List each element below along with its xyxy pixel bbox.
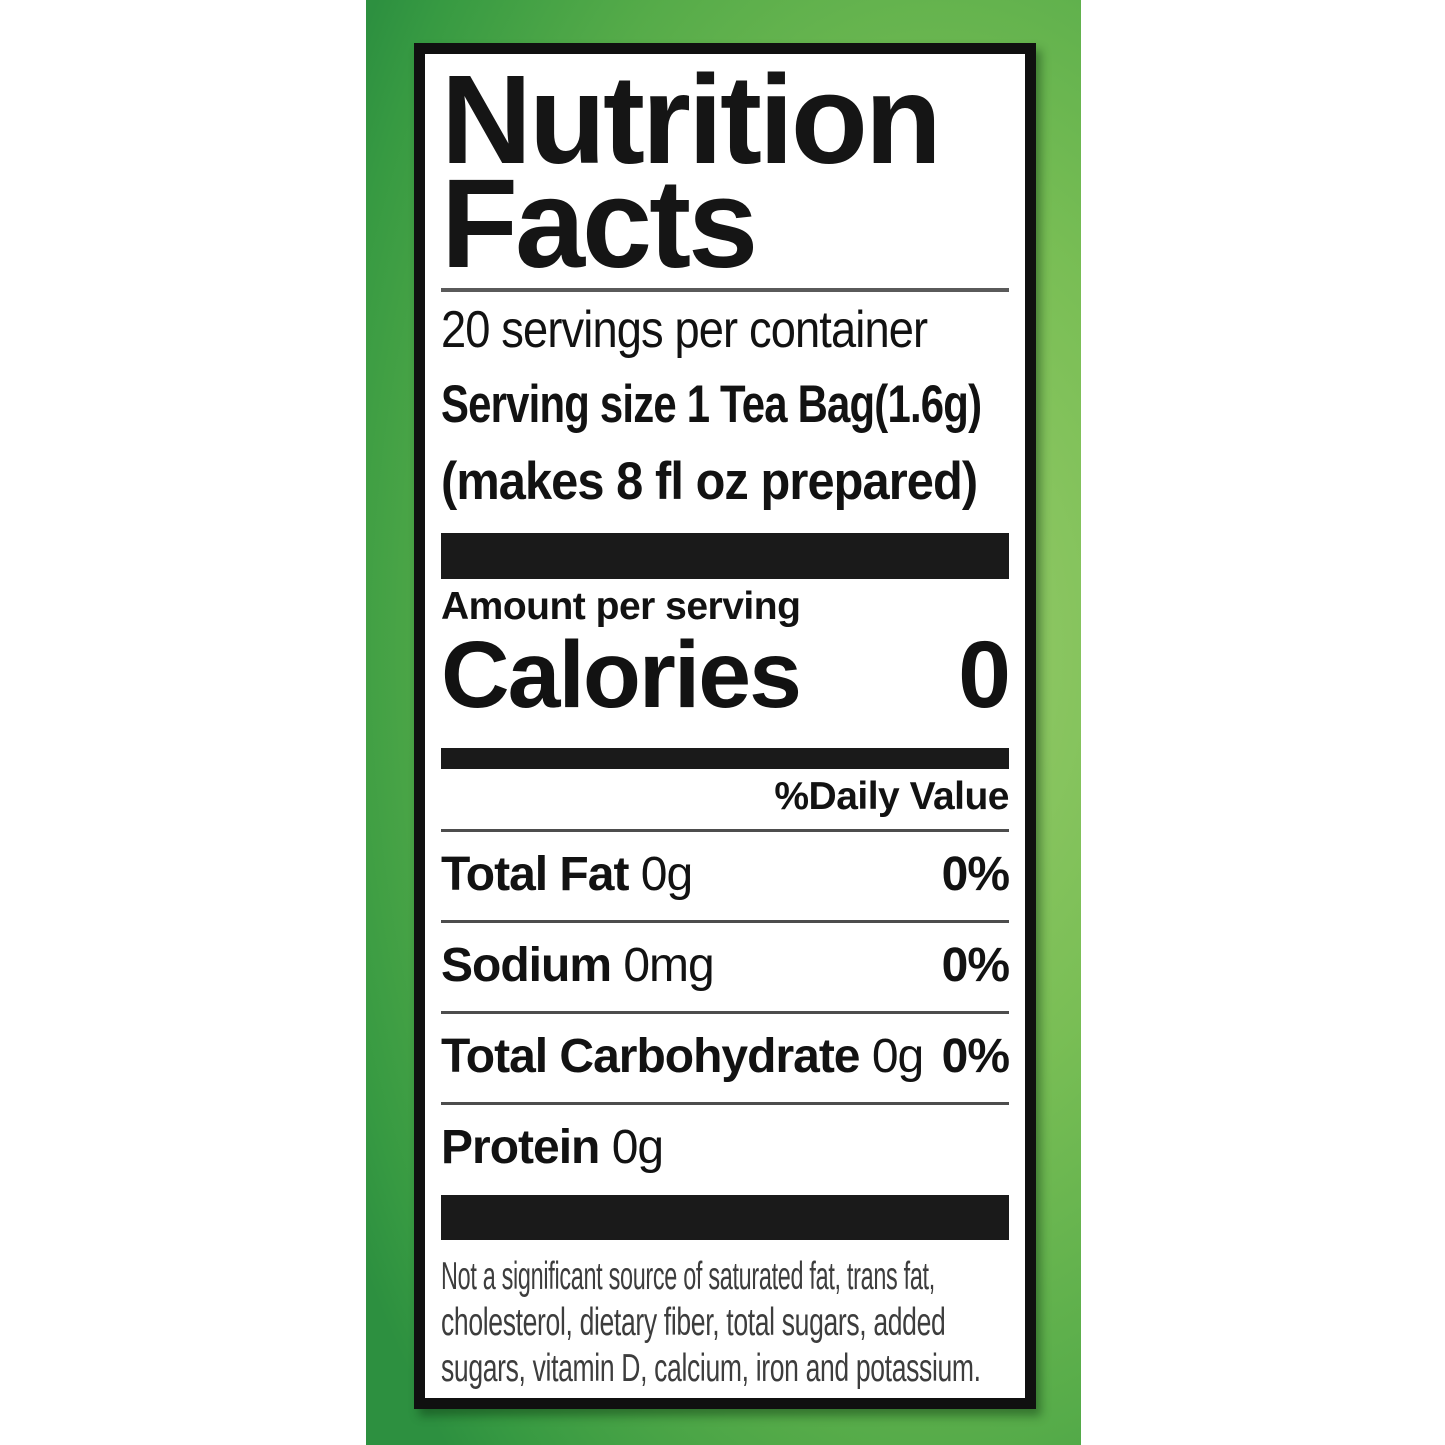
separator-bar-thick-top bbox=[441, 533, 1009, 579]
calories-value: 0 bbox=[958, 622, 1011, 728]
nutrient-name-amount: Total Carbohydrate 0g bbox=[441, 1030, 924, 1083]
calories-label: Calories bbox=[441, 622, 802, 728]
nutrient-rows: Total Fat 0g 0% Sodium 0mg 0% Total Carb… bbox=[441, 829, 1010, 1193]
footnote-line: sugars, vitamin D, calcium, iron and pot… bbox=[441, 1347, 981, 1390]
label-title: Nutrition Facts bbox=[441, 49, 1009, 294]
label-title-line1: Nutrition bbox=[441, 49, 942, 190]
nutrient-dv: 0% bbox=[941, 1030, 1010, 1083]
serving-size-note: (makes 8 fl oz prepared) bbox=[441, 452, 978, 511]
footnote-line: cholesterol, dietary fiber, total sugars… bbox=[441, 1301, 946, 1344]
footnote: Not a significant source of saturated fa… bbox=[441, 1254, 1009, 1392]
nutrient-row-total-fat: Total Fat 0g 0% bbox=[441, 829, 1010, 920]
nutrient-row-protein: Protein 0g bbox=[441, 1102, 1009, 1193]
nutrient-name-amount: Protein 0g bbox=[441, 1121, 664, 1174]
title-divider bbox=[441, 288, 1009, 292]
daily-value-header: %Daily Value bbox=[774, 775, 1009, 818]
nutrient-row-total-carbohydrate: Total Carbohydrate 0g 0% bbox=[441, 1011, 1010, 1102]
nutrient-dv: 0% bbox=[941, 848, 1010, 901]
calories-row: Calories 0 bbox=[441, 622, 1011, 728]
separator-bar-thick-bottom bbox=[441, 1195, 1009, 1240]
amount-per-serving-label: Amount per serving bbox=[441, 585, 801, 628]
label-title-line2: Facts bbox=[441, 153, 758, 294]
servings-per-container: 20 servings per container bbox=[441, 301, 928, 359]
nutrient-dv: 0% bbox=[941, 939, 1010, 992]
serving-size-line: Serving size 1 Tea Bag(1.6g) bbox=[441, 375, 982, 434]
nutrient-name-amount: Total Fat 0g bbox=[441, 848, 693, 901]
nutrition-facts-label: Nutrition Facts 20 servings per containe… bbox=[414, 43, 1036, 1409]
nutrient-row-sodium: Sodium 0mg 0% bbox=[441, 920, 1010, 1011]
nutrient-name-amount: Sodium 0mg bbox=[441, 939, 715, 992]
footnote-line: Not a significant source of saturated fa… bbox=[441, 1255, 935, 1298]
separator-bar-medium bbox=[441, 748, 1009, 769]
